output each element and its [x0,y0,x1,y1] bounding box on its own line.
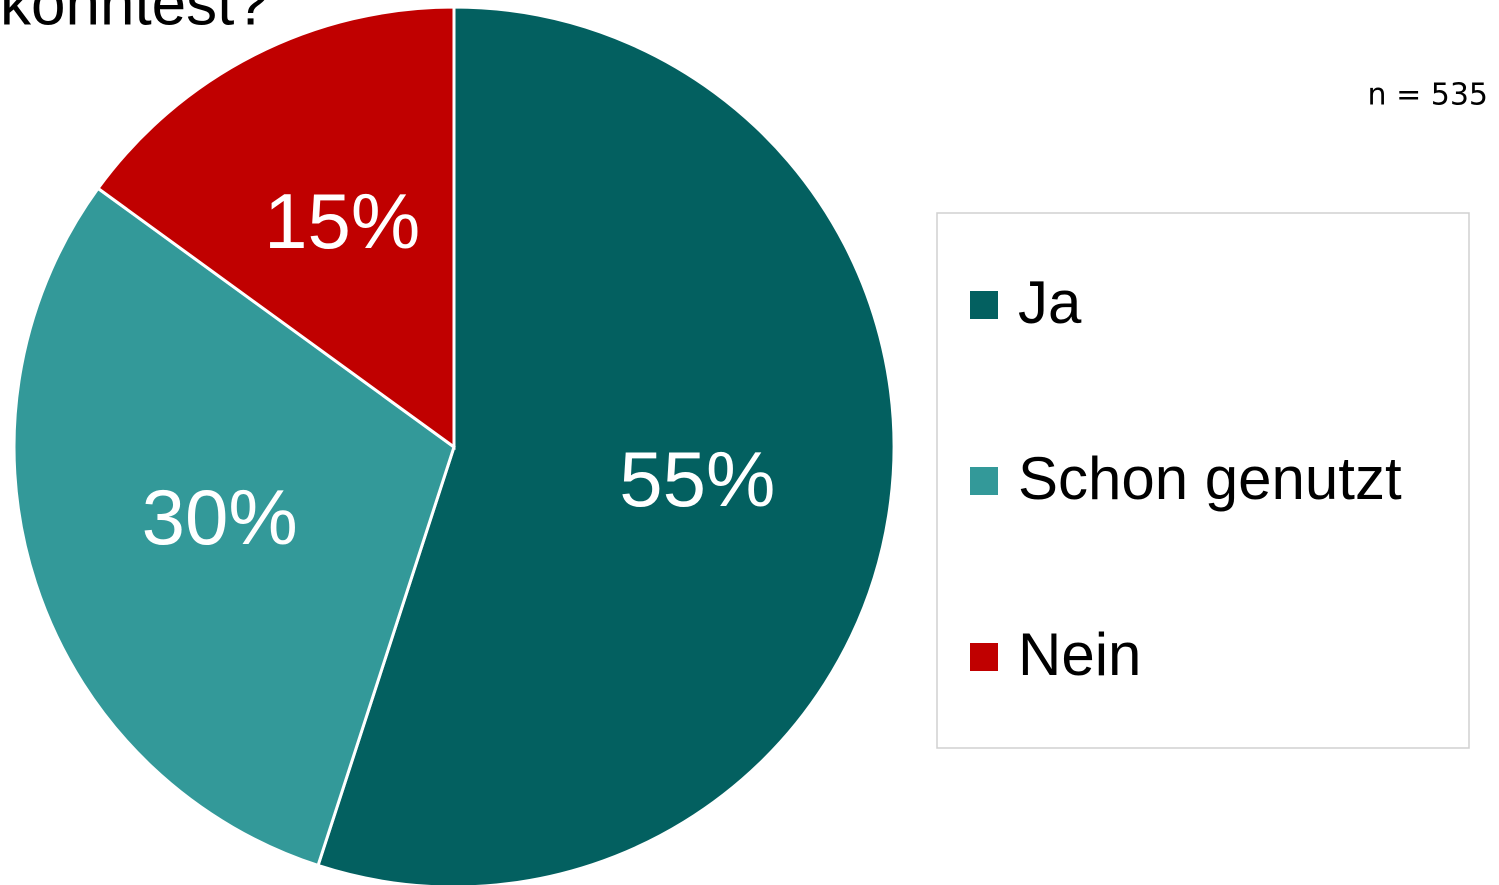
annotation: n = 535 [1368,78,1488,113]
legend-swatch [970,643,998,671]
data-label: 55% [619,435,775,523]
legend-label: Schon genutzt [1018,445,1402,512]
legend-label: Nein [1018,621,1141,688]
data-label: 15% [264,177,420,265]
legend-box [936,212,1470,749]
pie-slice [95,5,456,450]
legend-label: Ja [1018,269,1082,336]
pie-slice [316,5,896,885]
legend-swatch [970,467,998,495]
data-label: 30% [142,473,298,561]
pie-slice [12,186,456,868]
legend-swatch [970,291,998,319]
chart-title: könntest? [0,0,269,38]
